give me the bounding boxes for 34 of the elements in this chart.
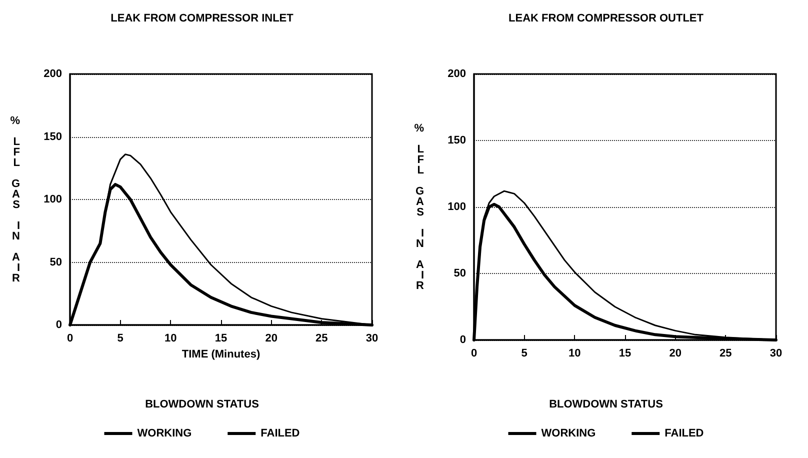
- y-tick-label: 50: [50, 256, 62, 268]
- legend-title: BLOWDOWN STATUS: [145, 398, 259, 410]
- x-tick-label: 20: [265, 332, 278, 344]
- x-tick-label: 25: [316, 332, 328, 344]
- y-tick-label: 150: [44, 130, 62, 143]
- x-tick-label: 25: [720, 348, 732, 360]
- x-tick-label: 30: [770, 348, 782, 360]
- y-tick-label: 100: [44, 194, 62, 206]
- x-tick-label: 0: [470, 348, 478, 360]
- x-tick-label: 20: [669, 348, 682, 360]
- x-axis-title: TIME (Minutes): [182, 348, 260, 360]
- y-tick-label: 150: [448, 134, 466, 146]
- x-tick-label: 10: [568, 348, 581, 360]
- legend-label: WORKING: [541, 428, 596, 440]
- x-tick-label: 10: [164, 332, 177, 344]
- x-tick-label: 5: [521, 348, 528, 360]
- y-tick-label: 200: [44, 68, 62, 80]
- legend-title: BLOWDOWN STATUS: [549, 398, 663, 410]
- x-tick-label: 15: [618, 348, 632, 360]
- legend-label: FAILED: [664, 428, 704, 440]
- x-tick-label: 5: [117, 332, 124, 344]
- y-tick-label: 100: [448, 201, 466, 213]
- x-tick-label: 0: [66, 332, 74, 344]
- y-tick-label: 0: [56, 319, 62, 331]
- legend-label: FAILED: [260, 428, 300, 440]
- y-tick-label: 50: [454, 268, 466, 280]
- chart-title: LEAK FROM COMPRESSOR INLET: [110, 12, 294, 24]
- y-tick-label: 200: [448, 68, 466, 80]
- x-tick-label: 30: [366, 332, 378, 344]
- x-tick-label: 15: [214, 332, 228, 344]
- text: % LFL GAS IN AIR: [414, 122, 424, 292]
- text: % LFL GAS IN AIR: [10, 114, 20, 284]
- chart-title: LEAK FROM COMPRESSOR OUTLET: [508, 12, 704, 24]
- legend-label: WORKING: [137, 428, 192, 440]
